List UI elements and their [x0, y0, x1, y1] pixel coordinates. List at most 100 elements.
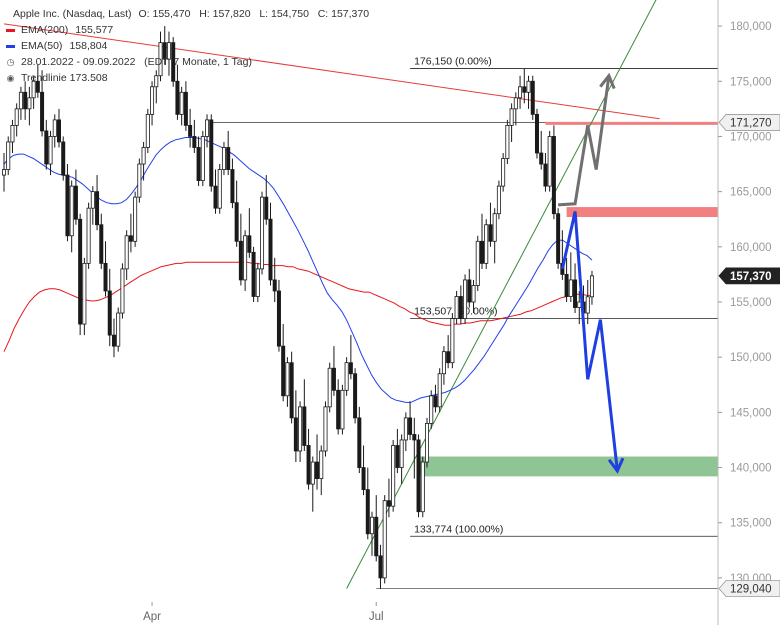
candle-body — [471, 285, 476, 303]
price-badge-shape — [718, 114, 780, 131]
candle-body — [547, 136, 552, 187]
zone-target — [418, 456, 718, 477]
price-badge: 157,370 — [718, 267, 780, 285]
candle-body — [289, 362, 294, 419]
legend-ema200-row[interactable]: EMA(200) 155,577 — [6, 22, 369, 38]
candle-body — [429, 395, 434, 424]
y-tick-label: 170,000 — [730, 131, 772, 143]
candle-body — [226, 147, 231, 170]
legend-ema50-value: 158,804 — [69, 40, 108, 52]
candle-body — [484, 224, 489, 264]
fib-label: 176,150 (0.00%) — [414, 56, 492, 68]
candle-body — [298, 406, 303, 452]
candle-body — [281, 345, 286, 397]
candle-body — [446, 351, 451, 364]
candle-body — [268, 218, 273, 281]
candle-body — [272, 279, 277, 292]
candle-body — [331, 367, 336, 391]
candle-body — [145, 113, 150, 148]
y-tick-label: 165,000 — [730, 187, 772, 199]
candle-body — [31, 80, 36, 99]
legend-ema50-label: EMA(50) — [21, 40, 63, 52]
candle-body — [518, 86, 523, 99]
candle-body — [40, 91, 45, 132]
legend-ema50-row[interactable]: EMA(50) 158,804 — [6, 38, 369, 54]
candle-body — [150, 86, 155, 115]
zone-resistance — [566, 207, 718, 218]
candle-body — [564, 274, 569, 297]
candle-body — [264, 196, 269, 220]
candle-body — [14, 108, 19, 126]
candle-body — [488, 224, 493, 242]
candle-body — [103, 262, 108, 292]
candle-body — [589, 275, 594, 298]
legend-period: 28.01.2022 - 09.09.2022 (EDT, 7 Monate, … — [21, 56, 252, 68]
y-axis: 130,000135,000140,000145,000150,000155,0… — [717, 0, 780, 625]
candle-body — [391, 445, 396, 507]
candle-body — [348, 362, 353, 375]
candle-body — [450, 318, 455, 364]
candle-body — [327, 367, 332, 408]
candle-body — [543, 163, 548, 187]
chart-legend: Apple Inc. (Nasdaq, Last) O: 155,470 H: … — [6, 6, 369, 86]
candle-body — [238, 240, 243, 281]
candle-body — [310, 461, 315, 485]
candle-body — [509, 108, 514, 126]
candle-body — [188, 125, 193, 137]
candle-body — [395, 445, 400, 468]
x-tick-label: Apr — [143, 611, 161, 623]
y-tick-label: 150,000 — [730, 352, 772, 364]
candle-body — [568, 279, 573, 297]
candle-body — [475, 240, 480, 286]
blue-scenario-arrow — [560, 211, 619, 472]
candle-body — [357, 417, 362, 468]
fib-label: 133,774 (100.00%) — [414, 523, 503, 535]
candle-body — [492, 213, 497, 242]
candle-body — [69, 185, 74, 237]
y-tick-label: 145,000 — [730, 407, 772, 419]
price-badge-shape — [718, 267, 780, 285]
legend-period-row: ◷ 28.01.2022 - 09.09.2022 (EDT, 7 Monate… — [6, 54, 369, 70]
clock-icon: ◷ — [6, 57, 15, 67]
candle-body — [61, 141, 66, 176]
candle-body — [441, 351, 446, 375]
candle-body — [247, 235, 252, 253]
candle-body — [18, 91, 23, 110]
candle-body — [386, 500, 391, 507]
candle-body — [458, 296, 463, 319]
candle-body — [479, 240, 484, 264]
legend-ohlc: O: 155,470 H: 157,820 L: 154,750 C: 157,… — [138, 8, 370, 20]
candle-body — [505, 125, 510, 159]
candle-body — [196, 147, 201, 181]
candle-body — [336, 389, 341, 430]
candle-body — [370, 516, 375, 535]
candle-body — [166, 42, 171, 60]
candle-body — [251, 251, 256, 297]
candle-body — [234, 202, 239, 242]
trendline-red — [3, 23, 660, 120]
candle-body — [179, 91, 184, 115]
x-axis: Apr Jul — [143, 602, 384, 623]
candle-body — [141, 147, 146, 165]
candle-body — [162, 42, 167, 60]
candle-body — [260, 196, 265, 270]
candle-body — [243, 235, 248, 281]
candle-body — [6, 141, 11, 170]
legend-trendline-row[interactable]: ◉ Trendlinie 173.508 — [6, 70, 369, 86]
candle-body — [530, 80, 535, 115]
candle-body — [111, 334, 116, 347]
candle-body — [10, 125, 15, 143]
gray-scenario-arrow-head — [599, 72, 616, 90]
candle-body — [183, 91, 188, 126]
candle-body — [86, 207, 91, 264]
candle-body — [585, 296, 590, 314]
candle-body — [107, 290, 112, 336]
candle-body — [522, 86, 527, 93]
ema200-line — [3, 261, 592, 352]
y-tick-label: 175,000 — [730, 76, 772, 88]
candle-body — [158, 42, 163, 77]
candle-body — [556, 213, 561, 264]
candle-body — [378, 555, 383, 579]
candle-body — [454, 296, 459, 319]
candle-body — [205, 119, 210, 137]
